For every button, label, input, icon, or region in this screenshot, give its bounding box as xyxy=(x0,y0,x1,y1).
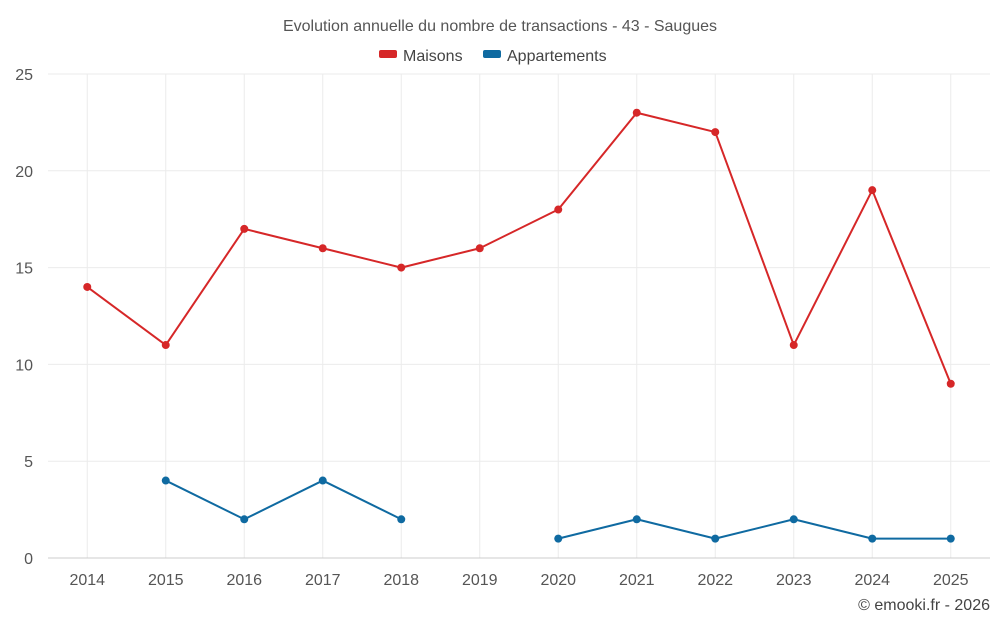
legend-swatch-appartements xyxy=(483,50,501,58)
x-tick-label: 2025 xyxy=(933,572,969,589)
chart-title: Evolution annuelle du nombre de transact… xyxy=(283,18,717,35)
series-line-maisons xyxy=(86,111,952,385)
data-point-appartements[interactable] xyxy=(554,534,563,543)
data-point-maisons[interactable] xyxy=(397,263,406,272)
legend-item-maisons[interactable]: Maisons xyxy=(379,48,463,65)
data-point-appartements[interactable] xyxy=(397,515,406,524)
data-point-appartements[interactable] xyxy=(711,534,720,543)
x-tick-label: 2023 xyxy=(776,572,812,589)
series-maisons xyxy=(83,108,955,388)
credit-text: © emooki.fr - 2026 xyxy=(858,597,990,614)
series-layer xyxy=(83,108,955,543)
x-tick-label: 2016 xyxy=(226,572,262,589)
x-tick-label: 2020 xyxy=(540,572,576,589)
x-tick-label: 2018 xyxy=(383,572,419,589)
series-line-appartements xyxy=(164,479,403,521)
y-tick-label: 15 xyxy=(15,261,33,278)
y-tick-label: 0 xyxy=(24,551,33,568)
y-tick-label: 5 xyxy=(24,454,33,471)
series-line-appartements xyxy=(557,518,952,540)
y-tick-label: 10 xyxy=(15,357,33,374)
data-point-maisons[interactable] xyxy=(632,108,641,117)
x-tick-label: 2017 xyxy=(305,572,341,589)
data-point-maisons[interactable] xyxy=(83,282,92,291)
grid xyxy=(48,73,990,559)
data-point-maisons[interactable] xyxy=(475,244,484,253)
data-point-appartements[interactable] xyxy=(161,476,170,485)
y-tick-label: 25 xyxy=(15,67,33,84)
legend: Maisons Appartements xyxy=(379,48,607,65)
data-point-appartements[interactable] xyxy=(946,534,955,543)
data-point-maisons[interactable] xyxy=(554,205,563,214)
data-point-maisons[interactable] xyxy=(789,341,798,350)
data-point-appartements[interactable] xyxy=(240,515,249,524)
data-point-appartements[interactable] xyxy=(789,515,798,524)
data-point-maisons[interactable] xyxy=(318,244,327,253)
data-point-maisons[interactable] xyxy=(240,224,249,233)
data-point-maisons[interactable] xyxy=(711,128,720,137)
y-tick-label: 20 xyxy=(15,164,33,181)
data-point-appartements[interactable] xyxy=(632,515,641,524)
x-tick-label: 2022 xyxy=(697,572,733,589)
data-point-appartements[interactable] xyxy=(318,476,327,485)
x-tick-label: 2024 xyxy=(854,572,890,589)
legend-swatch-maisons xyxy=(379,50,397,58)
legend-item-appartements[interactable]: Appartements xyxy=(483,48,607,65)
series-appartements xyxy=(161,476,955,543)
x-tick-label: 2015 xyxy=(148,572,184,589)
x-tick-label: 2021 xyxy=(619,572,655,589)
data-point-maisons[interactable] xyxy=(161,341,170,350)
x-tick-label: 2019 xyxy=(462,572,498,589)
data-point-maisons[interactable] xyxy=(946,379,955,388)
legend-label-appartements: Appartements xyxy=(507,48,607,65)
legend-label-maisons: Maisons xyxy=(403,48,463,65)
data-point-maisons[interactable] xyxy=(868,186,877,195)
x-tick-label: 2014 xyxy=(69,572,105,589)
data-point-appartements[interactable] xyxy=(868,534,877,543)
